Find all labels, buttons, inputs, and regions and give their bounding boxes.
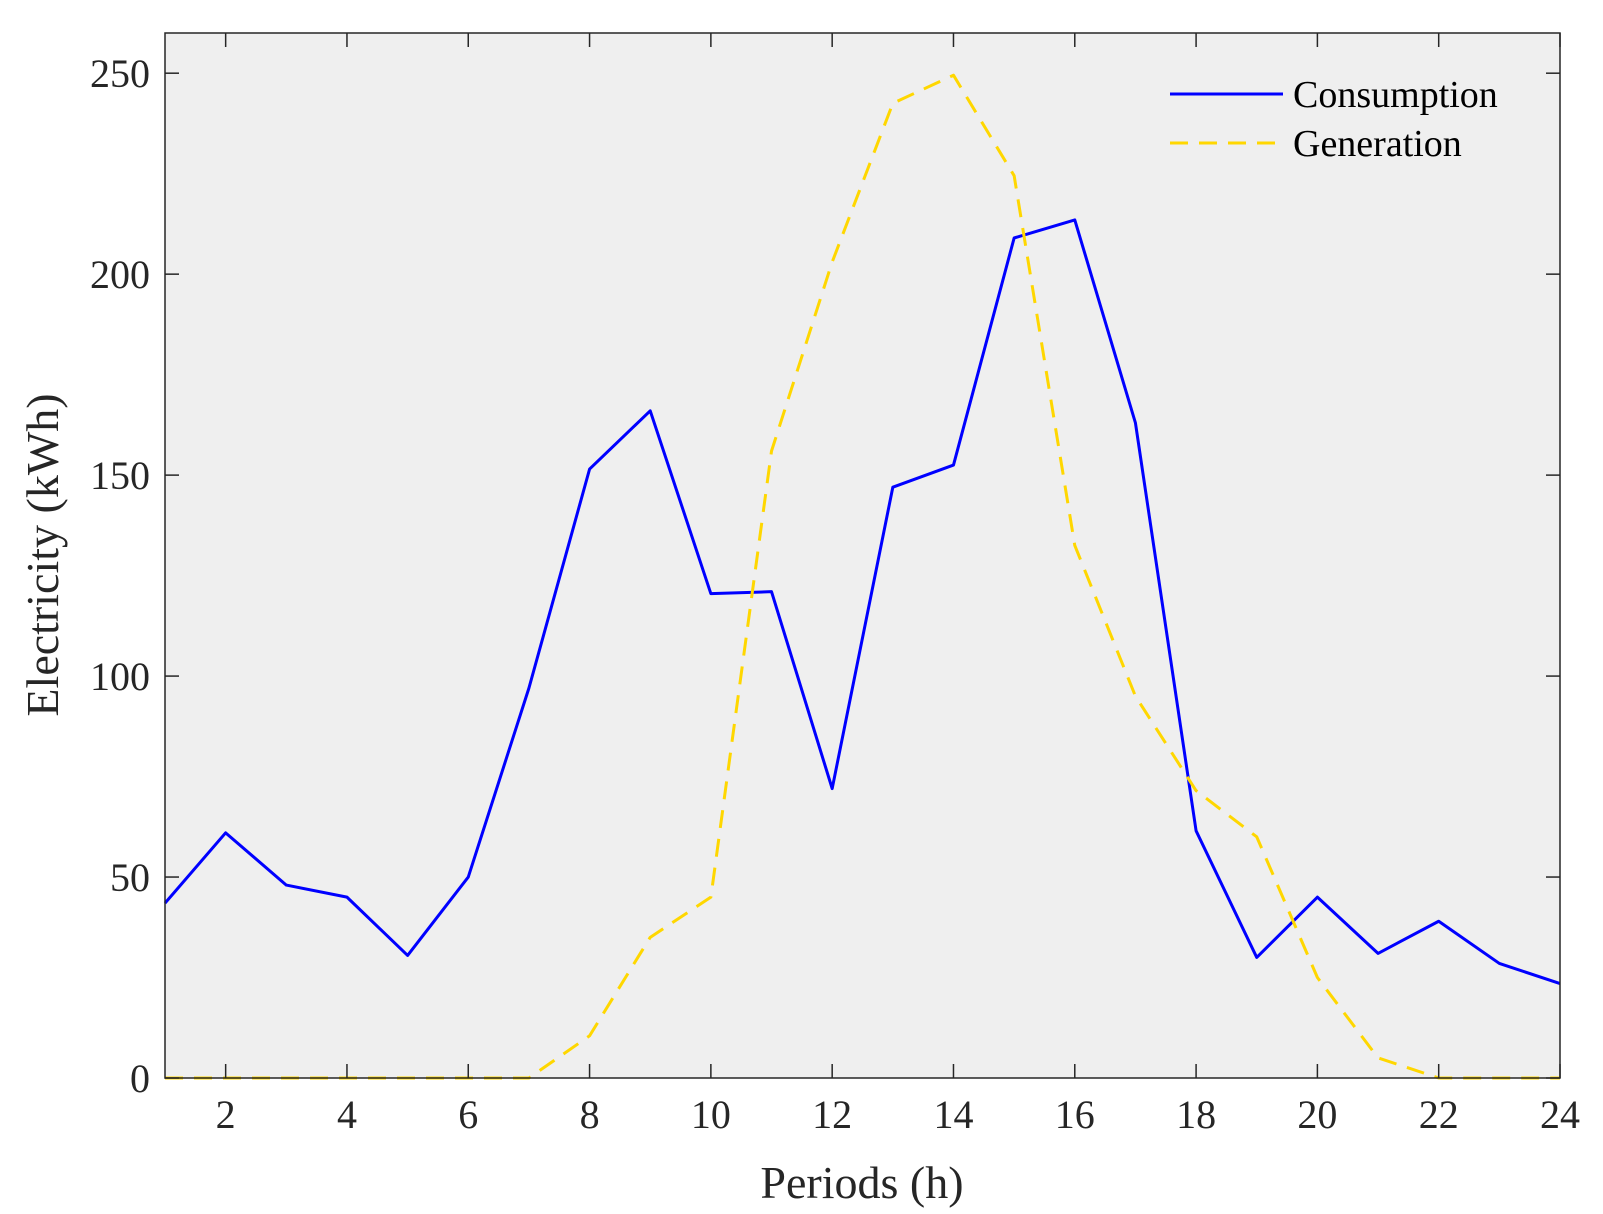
x-tick-label: 6 — [458, 1092, 478, 1137]
y-tick-label: 0 — [130, 1056, 150, 1101]
x-tick-label: 8 — [580, 1092, 600, 1137]
x-tick-label: 24 — [1540, 1092, 1580, 1137]
y-tick-label: 200 — [90, 252, 150, 297]
y-tick-label: 50 — [110, 855, 150, 900]
x-tick-label: 20 — [1297, 1092, 1337, 1137]
x-tick-label: 18 — [1176, 1092, 1216, 1137]
series-line-consumption — [163, 218, 1561, 985]
legend: Consumption Generation — [1170, 74, 1498, 165]
x-tick-label: 12 — [812, 1092, 852, 1137]
tick-marks — [165, 33, 1561, 1079]
x-tick-label: 14 — [933, 1092, 973, 1137]
y-tick-label: 250 — [90, 51, 150, 96]
plot-frame — [164, 32, 1561, 1079]
plot-area — [165, 33, 1560, 1078]
x-tick-label: 22 — [1419, 1092, 1459, 1137]
legend-label-generation: Generation — [1293, 123, 1462, 165]
x-axis-title: Periods (h) — [760, 1157, 963, 1208]
x-tick-label: 2 — [216, 1092, 236, 1137]
x-tick-label: 10 — [691, 1092, 731, 1137]
x-tick-label: 16 — [1055, 1092, 1095, 1137]
y-tick-label: 100 — [90, 654, 150, 699]
x-tick-label: 4 — [337, 1092, 357, 1137]
y-axis-title: Electricity (kWh) — [17, 393, 68, 716]
y-tick-label: 150 — [90, 453, 150, 498]
legend-label-consumption: Consumption — [1293, 74, 1498, 116]
